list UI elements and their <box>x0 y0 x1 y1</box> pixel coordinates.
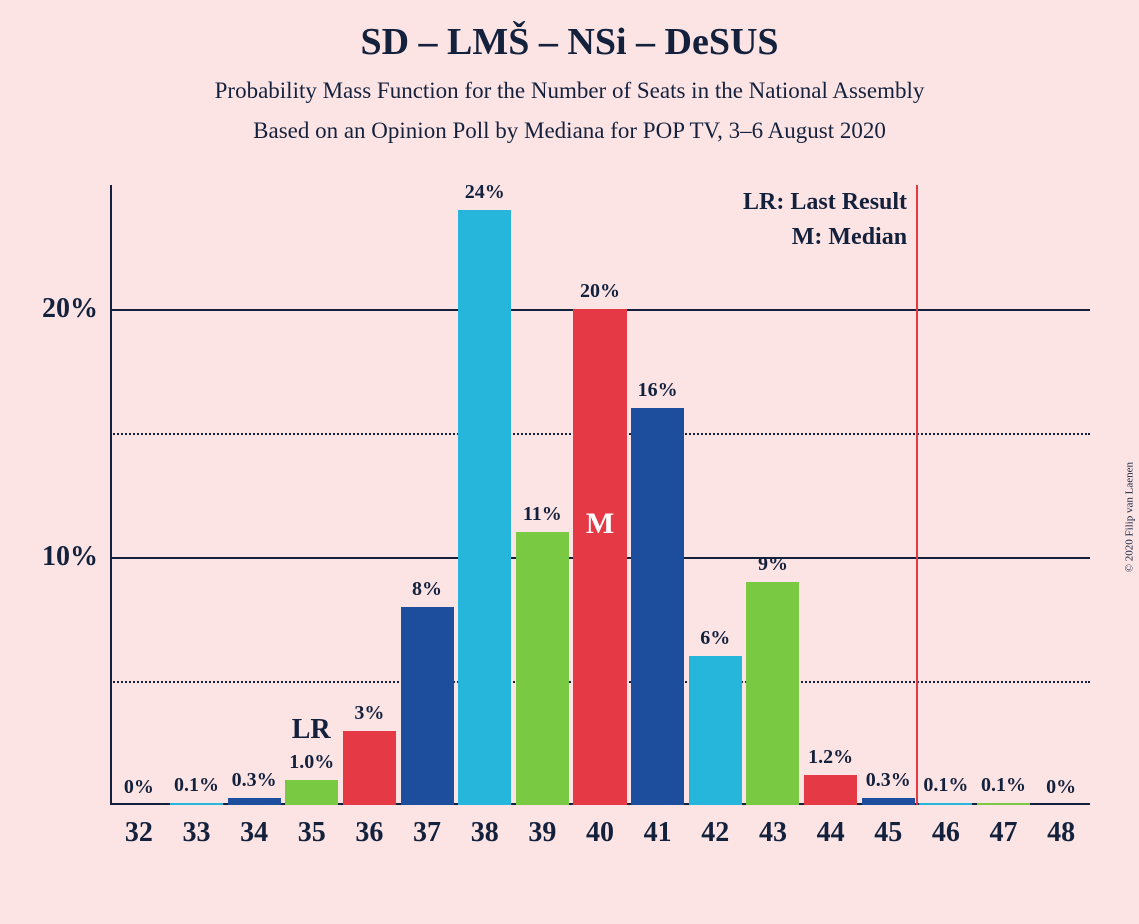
xtick-label: 44 <box>817 817 845 849</box>
ytick-label: 20% <box>42 293 98 325</box>
chart-container: SD – LMŠ – NSi – DeSUS Probability Mass … <box>0 0 1139 924</box>
bar: 9% <box>746 582 799 805</box>
xtick-label: 38 <box>471 817 499 849</box>
xtick-label: 35 <box>298 817 326 849</box>
bar-value-label: 0.1% <box>174 774 219 797</box>
bar: 0.3% <box>862 798 915 805</box>
bar: 0.1% <box>170 803 223 805</box>
bar: 0.3% <box>228 798 281 805</box>
bar: 0.1% <box>919 803 972 805</box>
xtick-label: 45 <box>874 817 902 849</box>
legend-lr: LR: Last Result <box>743 189 907 216</box>
xtick-label: 43 <box>759 817 787 849</box>
ytick-label: 10% <box>42 541 98 573</box>
xtick-label: 34 <box>240 817 268 849</box>
bar-value-label: 8% <box>412 578 442 601</box>
xtick-label: 36 <box>355 817 383 849</box>
legend: LR: Last Result M: Median <box>743 189 907 251</box>
last-result-label: LR <box>292 714 331 746</box>
bar-value-label: 20% <box>580 280 620 303</box>
xtick-label: 40 <box>586 817 614 849</box>
xtick-label: 46 <box>932 817 960 849</box>
bar: 8% <box>401 607 454 805</box>
copyright-text: © 2020 Filip van Laenen <box>1123 462 1135 572</box>
bar: 3% <box>343 731 396 805</box>
xtick-label: 37 <box>413 817 441 849</box>
legend-m: M: Median <box>743 224 907 251</box>
bar: 20%M <box>573 309 626 805</box>
bar: 1.2% <box>804 775 857 805</box>
xtick-label: 39 <box>528 817 556 849</box>
xtick-label: 42 <box>701 817 729 849</box>
bar-value-label: 24% <box>465 181 505 204</box>
xtick-label: 33 <box>182 817 210 849</box>
bar: 24% <box>458 210 511 805</box>
xtick-label: 41 <box>644 817 672 849</box>
bar: 11% <box>516 532 569 805</box>
bar-value-label: 0.1% <box>981 774 1026 797</box>
plot-canvas: 10%20%0%320.1%330.3%341.0%353%368%3724%3… <box>110 185 1090 805</box>
bar: 0.1% <box>977 803 1030 805</box>
chart-subtitle-2: Based on an Opinion Poll by Mediana for … <box>40 118 1099 144</box>
bar: 6% <box>689 656 742 805</box>
bar-value-label: 11% <box>523 503 562 526</box>
bar-value-label: 3% <box>354 702 384 725</box>
xtick-label: 47 <box>990 817 1018 849</box>
bar: 1.0% <box>285 780 338 805</box>
xtick-label: 48 <box>1047 817 1075 849</box>
bar-value-label: 0% <box>124 776 154 799</box>
bar: 16% <box>631 408 684 805</box>
bar-value-label: 0.3% <box>232 769 277 792</box>
bar-value-label: 1.2% <box>808 746 853 769</box>
bar-value-label: 16% <box>638 379 678 402</box>
chart-subtitle-1: Probability Mass Function for the Number… <box>40 78 1099 104</box>
bar-value-label: 6% <box>700 627 730 650</box>
chart-plot-area: 10%20%0%320.1%330.3%341.0%353%368%3724%3… <box>110 185 1090 805</box>
bar-value-label: 1.0% <box>289 751 334 774</box>
chart-title: SD – LMŠ – NSi – DeSUS <box>40 20 1099 64</box>
bar-value-label: 0% <box>1046 776 1076 799</box>
bar-value-label: 0.1% <box>923 774 968 797</box>
last-result-line <box>916 185 918 805</box>
median-marker: M <box>586 507 614 541</box>
bar-value-label: 9% <box>758 553 788 576</box>
xtick-label: 32 <box>125 817 153 849</box>
bar-value-label: 0.3% <box>866 769 911 792</box>
